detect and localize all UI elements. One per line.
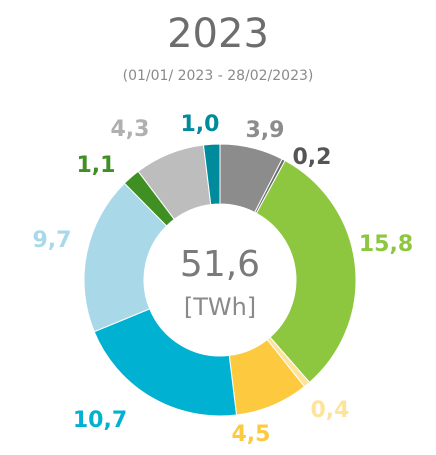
donut-segment <box>255 159 357 384</box>
donut-segment <box>202 143 221 206</box>
value-label: 0,2 <box>293 145 332 170</box>
value-label: 1,0 <box>181 112 220 137</box>
value-label: 4,5 <box>232 422 271 447</box>
value-label: 15,8 <box>359 232 413 257</box>
donut-segment <box>93 308 238 417</box>
value-label: 0,4 <box>311 398 350 423</box>
chart-title: 2023 <box>167 11 269 57</box>
value-label: 1,1 <box>77 153 116 178</box>
value-label: 9,7 <box>33 228 72 253</box>
center-label: 51,6 <box>180 244 260 285</box>
value-label: 3,9 <box>246 118 285 143</box>
center-unit: [TWh] <box>184 293 256 321</box>
chart-subtitle: (01/01/ 2023 - 28/02/2023) <box>123 68 314 84</box>
value-label: 10,7 <box>73 408 127 433</box>
value-label: 4,3 <box>111 117 150 142</box>
